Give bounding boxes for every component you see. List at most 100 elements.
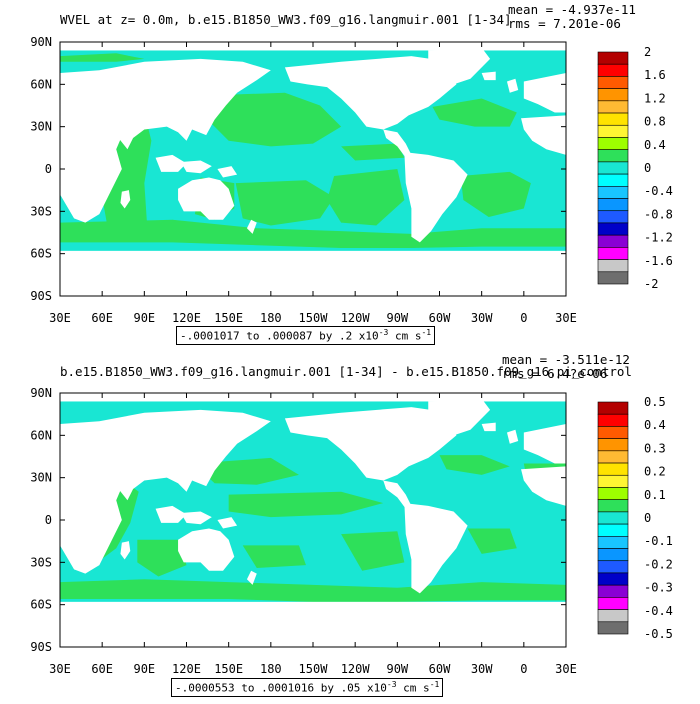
antarctica xyxy=(60,250,566,296)
colorbar-box xyxy=(597,450,629,464)
colorbar-box xyxy=(597,186,629,199)
colorbar-label: 0.4 xyxy=(644,138,666,152)
colorbar-box xyxy=(597,548,629,562)
colorbar-box xyxy=(597,161,629,175)
colorbar-label: -0.4 xyxy=(644,604,673,618)
colorbar-box xyxy=(597,234,629,248)
colorbar-box xyxy=(597,149,629,163)
y-tick-label: 30S xyxy=(30,204,52,218)
x-tick-label: 0 xyxy=(520,662,527,676)
colorbar-label: 0.3 xyxy=(644,441,666,455)
x-tick-label: 30W xyxy=(471,662,493,676)
colorbar-box xyxy=(597,597,629,610)
colorbar-box xyxy=(597,474,629,488)
colorbar-label: 2 xyxy=(644,45,651,59)
y-tick-label: 90N xyxy=(30,386,52,400)
x-tick-label: 150E xyxy=(214,662,243,676)
colorbar-label: -0.3 xyxy=(644,581,673,595)
y-tick-label: 0 xyxy=(45,513,52,527)
colorbar-box xyxy=(597,100,629,114)
colorbar-box xyxy=(597,222,629,236)
colorbar-box xyxy=(597,609,629,623)
colorbar-box xyxy=(597,137,629,150)
colorbar-label: -0.4 xyxy=(644,184,673,198)
x-tick-label: 90E xyxy=(133,311,155,325)
colorbar-label: -1.2 xyxy=(644,231,673,245)
colorbar-box xyxy=(597,584,629,598)
x-tick-label: 30E xyxy=(49,311,71,325)
antarctica xyxy=(60,601,566,647)
x-tick-label: 60W xyxy=(429,662,451,676)
colorbar-2: 0.5 0.4 0.3 0.2 0.1 0 -0.1 -0.2 -0.3 -0.4 -0.5 xyxy=(597,395,673,641)
y-tick-label: 60S xyxy=(30,598,52,612)
y-tick-label: 60S xyxy=(30,247,52,261)
colorbar-1: 2 1.6 1.2 0.8 0.4 0 -0.4 -0.8 -1.2 -1.6 -2 xyxy=(597,45,673,291)
colorbar-label: 1.2 xyxy=(644,91,666,105)
colorbar-box xyxy=(597,572,629,586)
x-tick-label: 90E xyxy=(133,662,155,676)
colorbar-label: 0 xyxy=(644,511,651,525)
colorbar-box xyxy=(597,401,629,415)
colorbar-box xyxy=(597,63,629,77)
colorbar-label: -2 xyxy=(644,277,658,291)
colorbar-box xyxy=(597,247,629,260)
x-tick-label: 30E xyxy=(555,311,577,325)
x-tick-label: 120W xyxy=(341,662,371,676)
x-tick-label: 180 xyxy=(260,311,282,325)
y-tick-label: 60N xyxy=(30,77,52,91)
colorbar-label: 0.1 xyxy=(644,488,666,502)
x-tick-label: 120E xyxy=(172,662,201,676)
colorbar-box xyxy=(597,536,629,549)
x-tick-label: 30W xyxy=(471,311,493,325)
colorbar-label: -0.5 xyxy=(644,627,673,641)
colorbar-label: 0.2 xyxy=(644,465,666,479)
x-tick-label: 60E xyxy=(91,662,113,676)
colorbar-label: 0 xyxy=(644,161,651,175)
colorbar-box xyxy=(597,511,629,525)
map-panel-2: 30E 60E 90E 120E 150E 180 150W 120W 90W 60W 30W 0 30… xyxy=(30,386,577,676)
x-tick-label: 120E xyxy=(172,311,201,325)
x-tick-label: 60W xyxy=(429,311,451,325)
colorbar-label: -0.2 xyxy=(644,557,673,571)
colorbar-box xyxy=(597,124,629,138)
x-tick-label: 60E xyxy=(91,311,113,325)
colorbar-label: -1.6 xyxy=(644,254,673,268)
y-tick-label: 60N xyxy=(30,428,52,442)
x-tick-label: 90W xyxy=(386,311,408,325)
y-tick-label: 0 xyxy=(45,162,52,176)
colorbar-box xyxy=(597,621,629,635)
x-tick-label: 30E xyxy=(555,662,577,676)
colorbar-box xyxy=(597,487,629,500)
colorbar-box xyxy=(597,499,629,513)
colorbar-box xyxy=(597,76,629,89)
x-tick-label: 180 xyxy=(260,662,282,676)
colorbar-box xyxy=(597,51,629,65)
colorbar-box xyxy=(597,259,629,273)
colorbar-label: 0.8 xyxy=(644,115,666,129)
colorbar-box xyxy=(597,560,629,574)
colorbar-label: 1.6 xyxy=(644,68,666,82)
colorbar-label: -0.8 xyxy=(644,207,673,221)
x-tick-label: 30E xyxy=(49,662,71,676)
colorbar-box xyxy=(597,438,629,452)
y-tick-label: 30N xyxy=(30,471,52,485)
colorbar-box xyxy=(597,523,629,537)
y-tick-label: 30N xyxy=(30,120,52,134)
x-tick-label: 150E xyxy=(214,311,243,325)
x-tick-label: 90W xyxy=(386,662,408,676)
colorbar-box xyxy=(597,271,629,285)
x-tick-label: 150W xyxy=(299,662,329,676)
colorbar-box xyxy=(597,88,629,102)
colorbar-box xyxy=(597,462,629,476)
map-panel-1: 30E 60E 90E 120E 150E 180 150W 120W 90W 60W 30W 0 30… xyxy=(30,35,577,325)
x-tick-label: 120W xyxy=(341,311,371,325)
colorbar-label: 0.5 xyxy=(644,395,666,409)
x-tick-label: 150W xyxy=(299,311,329,325)
colorbar-box xyxy=(597,426,629,439)
y-tick-label: 90S xyxy=(30,289,52,303)
colorbar-box xyxy=(597,210,629,224)
colorbar-box xyxy=(597,198,629,212)
colorbar-label: 0.4 xyxy=(644,418,666,432)
colorbar-box xyxy=(597,173,629,187)
